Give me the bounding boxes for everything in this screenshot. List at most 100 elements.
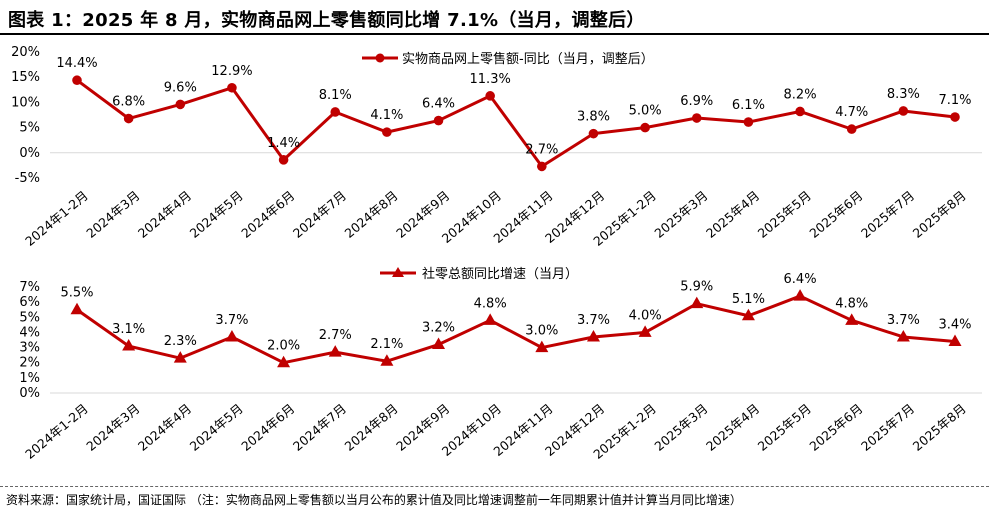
data-point [380,354,394,366]
x-tick-label: 2025年6月 [806,401,865,454]
x-tick-label: 2025年7月 [858,401,917,454]
y-tick-label: 5% [19,310,40,325]
data-label: 2.3% [164,334,197,349]
x-tick-label: 2024年1-2月 [22,188,91,249]
data-point [638,325,652,337]
data-label: 4.1% [370,108,403,123]
data-label: 4.7% [835,105,868,120]
x-tick-label: 2024年5月 [187,401,246,454]
x-tick-label: 2024年8月 [342,401,401,454]
data-point [948,334,962,347]
data-point [846,124,857,134]
legend-marker [375,53,385,63]
data-label: 3.7% [577,313,610,328]
data-label: 3.7% [887,313,920,328]
data-label: 2.7% [525,142,558,157]
y-tick-label: 0% [19,146,40,161]
data-point [278,155,289,165]
x-tick-label: 2024年4月 [135,188,194,241]
data-label: 6.4% [422,97,455,112]
data-label: 4.8% [835,296,868,311]
data-label: 3.8% [577,110,610,125]
y-tick-label: 2% [19,356,40,371]
data-point [225,329,239,342]
data-label: 7.1% [938,93,971,108]
data-label: 6.1% [732,98,765,113]
data-point [330,107,341,117]
data-point [690,296,704,309]
data-label: 3.1% [112,322,145,337]
x-tick-label: 2025年5月 [755,188,814,241]
y-tick-label: 3% [19,341,40,356]
x-tick-label: 2025年7月 [858,188,917,241]
x-tick-label: 2024年3月 [83,401,142,454]
total-retail-yoy-chart: 7%6%5%4%3%2%1%0%2024年1-2月2024年3月2024年4月2… [19,266,982,462]
data-point [175,99,186,110]
x-tick-label: 2025年8月 [910,188,969,241]
source-divider [0,486,989,487]
data-label: 12.9% [211,64,252,79]
data-label: 11.3% [470,72,511,87]
x-tick-label: 2025年4月 [703,188,762,241]
data-label: 3.2% [422,321,455,336]
online-retail-yoy-chart: 20%15%10%5%0%-5%2024年1-2月2024年3月2024年4月2… [11,45,982,249]
data-point [588,128,599,139]
data-label: 6.4% [784,272,817,287]
x-tick-label: 2024年5月 [187,188,246,241]
x-tick-label: 2025年5月 [755,401,814,454]
y-tick-label: 5% [19,121,40,136]
y-tick-label: 7% [19,280,40,295]
data-point [896,329,910,342]
data-point [432,337,446,350]
x-tick-label: 2025年6月 [806,188,865,241]
data-point [795,106,805,117]
data-label: 3.0% [525,324,558,339]
data-point [640,122,650,133]
title-underline [0,33,989,35]
data-point [485,91,495,101]
y-tick-label: 6% [19,295,40,310]
legend-marker [392,267,404,277]
series-line [76,294,956,365]
data-point [950,112,960,122]
data-label: 2.0% [267,339,300,354]
data-point [793,289,807,301]
y-tick-label: 0% [19,386,40,401]
data-point [483,313,497,325]
data-point [691,113,702,123]
data-point [433,115,444,126]
data-label: 6.9% [680,94,713,109]
x-tick-label: 2025年8月 [910,401,969,454]
data-point [535,340,549,353]
x-tick-label: 2024年3月 [83,188,142,241]
legend-label: 社零总额同比增速（当月） [422,266,578,282]
data-label: 5.5% [60,286,93,301]
x-tick-label: 2024年6月 [238,401,297,454]
data-point [586,329,600,342]
y-tick-label: 1% [19,371,40,386]
y-tick-label: 20% [11,45,40,60]
data-label: 8.3% [887,87,920,102]
x-tick-label: 2024年1-2月 [22,401,91,462]
data-label: 2.7% [319,328,352,343]
data-label: 8.1% [319,88,352,103]
data-point [743,117,754,127]
data-label: 3.4% [938,318,971,333]
data-point [227,82,237,93]
series-line [76,79,956,168]
data-label: 2.1% [370,337,403,352]
data-label: 9.6% [164,80,197,95]
data-label: 14.4% [56,56,97,71]
data-point [277,355,291,368]
data-label: 1.4% [267,136,300,151]
x-tick-label: 2025年3月 [651,188,710,241]
data-point [845,313,859,325]
x-tick-label: 2025年3月 [651,401,710,454]
data-label: 5.0% [629,104,662,119]
legend-label: 实物商品网上零售额-同比（当月，调整后） [402,51,654,67]
y-tick-label: 15% [11,70,40,85]
data-label: 8.2% [784,87,817,102]
data-label: 4.8% [474,296,507,311]
page-title: 图表 1：2025 年 8 月，实物商品网上零售额同比增 7.1%（当月，调整后… [8,10,645,31]
data-point [70,302,84,315]
